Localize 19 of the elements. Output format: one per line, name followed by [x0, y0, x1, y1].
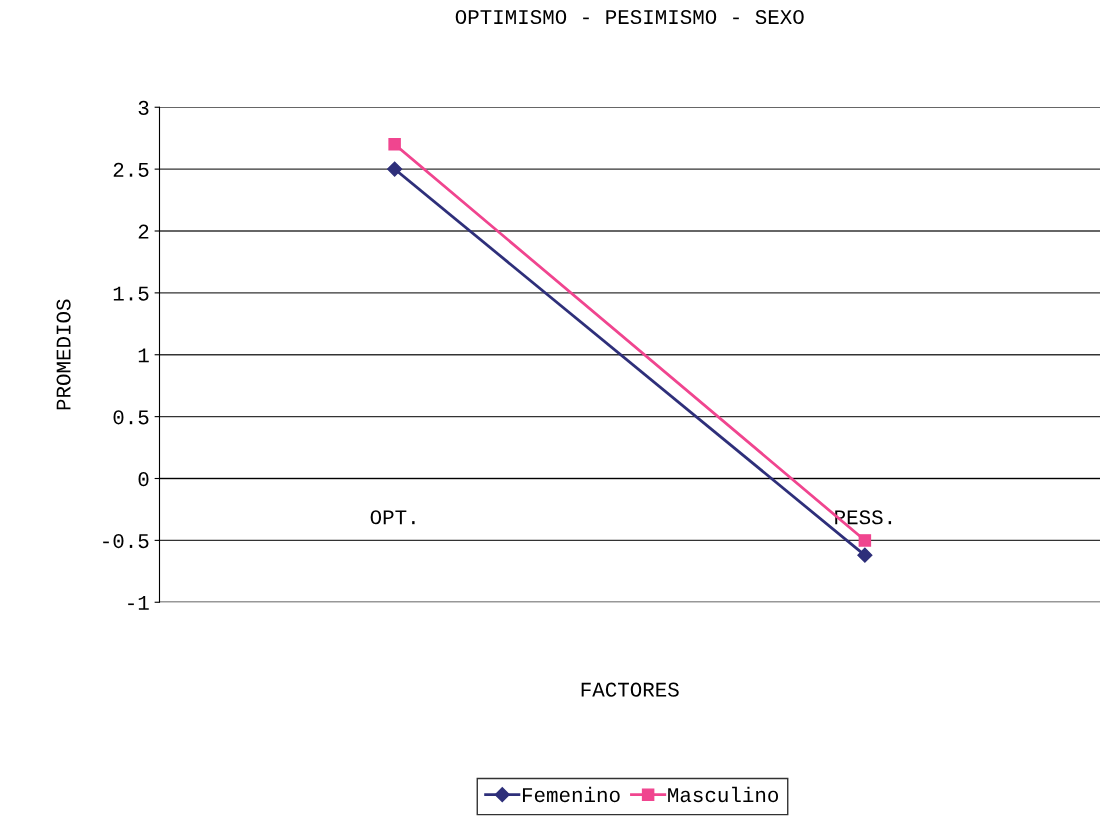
y-tick-label: 0: [138, 472, 149, 487]
point: [858, 534, 872, 547]
y-axis-title: PROMEDIOS: [56, 299, 71, 410]
y-tick-label: -1: [128, 596, 149, 610]
y-tick-label: 2: [138, 224, 149, 239]
x-axis-title: FACTORES: [581, 682, 679, 697]
legend-label: Masculino: [668, 786, 779, 803]
y-tick-label: -0.5: [103, 533, 149, 549]
point: [388, 138, 401, 151]
y-tick-label: 2.5: [113, 162, 149, 177]
legend-label: Femenino: [522, 786, 620, 803]
point: [857, 547, 873, 563]
y-tick-label: 0.5: [113, 410, 149, 425]
y-tick-label: 1: [138, 348, 149, 363]
x-tick-label: OPT.: [370, 510, 415, 525]
y-tick-label: 1.5: [113, 286, 149, 301]
point: [387, 161, 403, 177]
y-tick-label: 3: [138, 100, 149, 115]
chart-title: OPTIMISMO - PESIMISMO - SEXO: [455, 9, 804, 25]
